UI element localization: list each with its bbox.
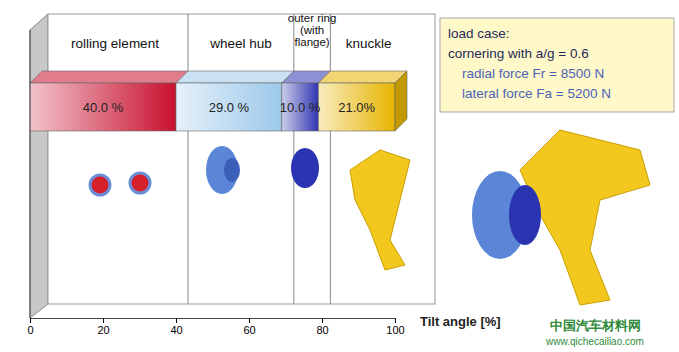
tick-label: 40	[170, 324, 182, 336]
icon	[90, 175, 110, 195]
tick-mark	[249, 318, 250, 323]
back-wall	[48, 14, 435, 304]
watermark: www.qichecailiao.com	[545, 336, 644, 347]
axis-line	[31, 319, 396, 324]
annotation: load case:	[448, 26, 510, 41]
bar	[30, 83, 176, 131]
tick-label: 60	[243, 324, 255, 336]
data-label: 40.0 %	[83, 100, 124, 115]
bars	[30, 71, 407, 131]
watermark: 中国汽车材料网	[550, 318, 641, 333]
data-label: 29.0 %	[209, 100, 250, 115]
tick-mark	[395, 318, 396, 323]
annotation: lateral force Fa = 5200 N	[462, 86, 611, 101]
tick: 40	[170, 318, 182, 336]
tick-label: 100	[386, 324, 404, 336]
icon	[224, 158, 240, 182]
bar-top	[176, 71, 294, 83]
data-label: 21.0%	[338, 100, 375, 115]
bar-top	[318, 71, 407, 83]
column-header: outer ring(withflange)	[288, 12, 337, 48]
bar	[176, 83, 282, 131]
data-label: 10.0 %	[280, 100, 321, 115]
tick-mark	[176, 318, 177, 323]
bar-side	[395, 71, 407, 131]
tick-label: 80	[316, 324, 328, 336]
part-icons	[90, 130, 650, 305]
y-axis-line	[30, 30, 31, 318]
column-header: rolling element	[71, 36, 159, 51]
bar	[318, 83, 395, 131]
tick: 100	[386, 318, 404, 336]
icon	[350, 150, 410, 270]
tick: 60	[243, 318, 255, 336]
annotation: cornering with a/g = 0.6	[448, 46, 589, 61]
tick-mark	[30, 318, 31, 323]
tick: 0	[27, 318, 33, 336]
x-axis: 0 20 40 60 80 100	[27, 318, 404, 336]
column-header: wheel hub	[209, 36, 272, 51]
tick-mark	[322, 318, 323, 323]
x-axis-title: Tilt angle [%]	[420, 314, 501, 329]
tick: 80	[316, 318, 328, 336]
icon	[130, 173, 150, 193]
icon	[509, 185, 541, 245]
chart: 40.0 % 29.0 % 10.0 % 21.0% rolling element wh…	[0, 0, 679, 352]
bar-top	[30, 71, 188, 83]
annotation: radial force Fr = 8500 N	[462, 66, 604, 81]
side-wall	[30, 14, 48, 318]
tick-label: 20	[97, 324, 109, 336]
divider	[188, 14, 189, 304]
divider	[330, 14, 331, 304]
tick-mark	[103, 318, 104, 323]
tick-label: 0	[27, 324, 33, 336]
column-header: knuckle	[346, 36, 392, 51]
tick: 20	[97, 318, 109, 336]
annotation-box	[440, 18, 674, 112]
icon	[291, 148, 319, 188]
